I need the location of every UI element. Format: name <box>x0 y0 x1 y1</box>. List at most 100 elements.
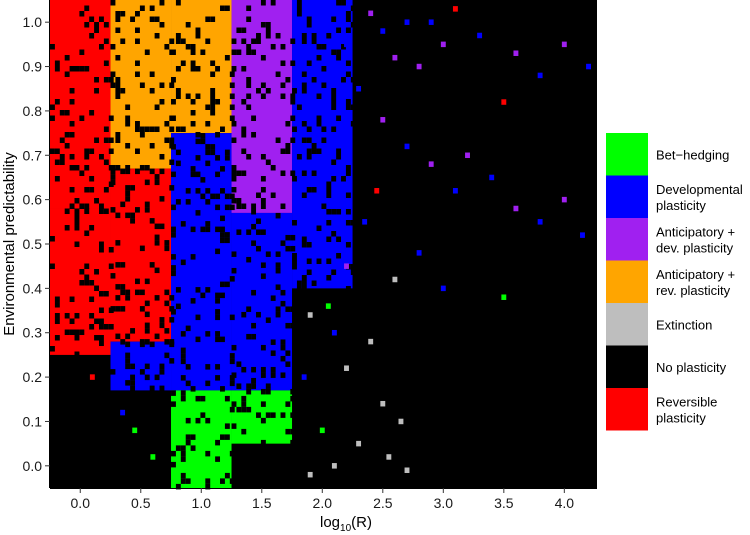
noise-cell <box>99 340 104 347</box>
noise-cell <box>171 115 176 121</box>
noise-cell <box>246 333 252 340</box>
noise-cell <box>50 263 55 270</box>
noise-cell <box>175 88 181 94</box>
noise-cell <box>224 232 230 238</box>
noise-cell <box>336 49 342 55</box>
noise-cell <box>241 66 247 72</box>
noise-cell <box>296 104 302 110</box>
noise-cell <box>229 314 235 321</box>
noise-cell <box>231 49 237 55</box>
noise-cell <box>301 280 307 286</box>
noise-cell <box>190 44 196 50</box>
noise-cell <box>54 66 60 72</box>
noise-cell <box>195 336 201 343</box>
cell-dev <box>586 63 591 70</box>
legend-swatch-ant_dev <box>606 218 648 261</box>
noise-cell <box>171 461 176 468</box>
noise-cell <box>164 289 170 296</box>
noise-cell <box>74 351 80 358</box>
noise-cell <box>260 203 266 209</box>
noise-cell <box>190 171 196 178</box>
cell-ext <box>356 440 362 447</box>
noise-cell <box>164 137 170 143</box>
y-tick-label: 0.8 <box>23 103 43 119</box>
noise-cell <box>265 159 271 165</box>
noise-cell <box>175 445 181 451</box>
noise-cell <box>260 401 266 407</box>
x-tick-label: 1.0 <box>192 495 212 511</box>
noise-cell <box>345 286 351 292</box>
noise-cell <box>251 240 257 246</box>
noise-cell <box>120 11 126 17</box>
noise-cell <box>205 226 211 233</box>
noise-cell <box>180 478 186 484</box>
noise-cell <box>103 22 109 28</box>
noise-cell <box>331 159 337 165</box>
noise-cell <box>285 322 291 329</box>
noise-cell <box>296 5 302 11</box>
noise-cell <box>260 439 266 446</box>
noise-cell <box>190 121 196 127</box>
cell-ext <box>368 338 374 345</box>
noise-cell <box>195 66 201 72</box>
noise-cell <box>231 198 237 204</box>
x-tick-label: 0.0 <box>71 495 91 511</box>
noise-cell <box>210 193 216 200</box>
noise-cell <box>169 341 175 348</box>
noise-cell <box>180 38 186 44</box>
noise-cell <box>246 5 252 11</box>
noise-cell <box>306 258 312 264</box>
region-rev-3 <box>110 168 172 342</box>
noise-cell <box>224 281 230 288</box>
cell-dev <box>537 72 543 79</box>
cell-dev <box>301 374 307 380</box>
noise-cell <box>224 55 230 61</box>
noise-cell <box>144 201 150 208</box>
noise-cell <box>205 478 211 484</box>
noise-cell <box>159 168 165 175</box>
noise-cell <box>285 350 291 356</box>
noise-cell <box>229 276 235 282</box>
y-tick-label: 0.9 <box>23 59 43 75</box>
noise-cell <box>215 193 221 200</box>
legend-label-ant_dev: Anticipatory + <box>656 224 735 239</box>
noise-cell <box>341 176 346 182</box>
cell-rev <box>374 188 380 194</box>
noise-cell <box>215 456 221 462</box>
noise-cell <box>169 38 175 44</box>
noise-cell <box>130 385 136 392</box>
noise-cell <box>79 115 85 121</box>
noise-cell <box>59 110 65 116</box>
noise-cell <box>241 366 247 373</box>
noise-cell <box>321 203 327 209</box>
noise-cell <box>321 44 327 50</box>
noise-cell <box>290 306 296 312</box>
noise-cell <box>175 160 181 167</box>
x-axis-title-main: log <box>320 514 340 531</box>
noise-cell <box>159 385 165 392</box>
noise-cell <box>246 77 252 83</box>
noise-cell <box>125 358 131 364</box>
noise-cell <box>345 99 351 105</box>
noise-cell <box>265 22 271 28</box>
noise-cell <box>220 478 225 484</box>
noise-cell <box>120 289 126 296</box>
cell-ext <box>386 454 392 460</box>
cell-ext <box>404 467 410 474</box>
noise-cell <box>290 395 296 402</box>
noise-cell <box>180 358 186 365</box>
noise-cell <box>306 148 312 154</box>
noise-cell <box>345 71 351 77</box>
noise-cell <box>246 16 252 22</box>
noise-cell <box>285 245 291 252</box>
noise-cell <box>120 306 126 312</box>
x-tick-label: 2.5 <box>373 495 393 511</box>
legend-label-ext: Extinction <box>656 317 712 332</box>
noise-cell <box>241 311 247 318</box>
noise-cell <box>154 223 160 230</box>
legend-swatch-ant_rev <box>606 260 648 303</box>
noise-cell <box>246 44 252 50</box>
noise-cell <box>54 99 60 105</box>
noise-cell <box>251 289 257 296</box>
noise-cell <box>251 366 257 373</box>
